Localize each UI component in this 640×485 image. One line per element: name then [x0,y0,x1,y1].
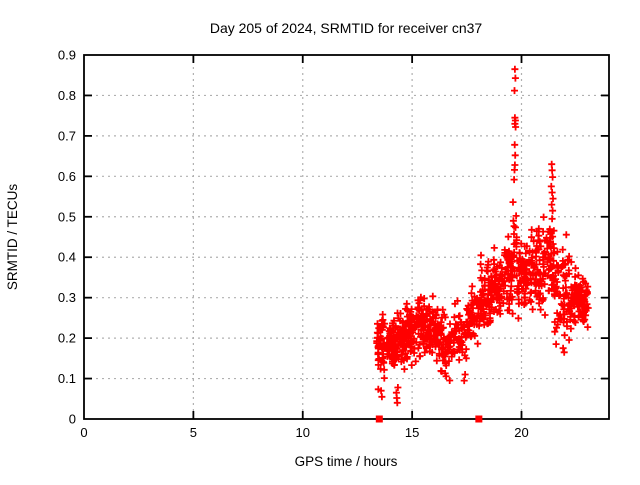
axis-square-marker [375,415,383,423]
scatter-plus-markers [373,65,592,407]
y-tick-label: 0.2 [58,331,76,346]
y-tick-label: 0.1 [58,371,76,386]
y-tick-label: 0.4 [58,250,76,265]
y-tick-label: 0.5 [58,209,76,224]
x-tick-label: 20 [514,425,528,440]
y-tick-label: 0.8 [58,88,76,103]
y-tick-label: 0.3 [58,290,76,305]
tick-labels: 0 5 10 15 20 0 0.1 0.2 0.3 0.4 0.5 0.6 0.7 0.8 0.9 [58,48,529,441]
axis-square-markers [375,415,483,423]
x-tick-label: 15 [405,425,419,440]
x-axis-label: GPS time / hours [295,454,398,469]
axis-ticks [84,55,609,419]
plot-border [83,54,610,420]
chart-title: Day 205 of 2024, SRMTID for receiver cn3… [210,20,483,36]
y-tick-label: 0 [69,412,76,427]
axis-square-marker [475,415,483,423]
y-axis-label: SRMTID / TECUs [5,184,20,291]
y-tick-label: 0.9 [58,48,76,63]
gridlines [84,55,609,419]
x-tick-label: 10 [296,425,310,440]
data-points [373,65,592,407]
x-tick-label: 0 [80,425,87,440]
y-tick-label: 0.6 [58,169,76,184]
x-tick-label: 5 [190,425,197,440]
y-tick-label: 0.7 [58,128,76,143]
